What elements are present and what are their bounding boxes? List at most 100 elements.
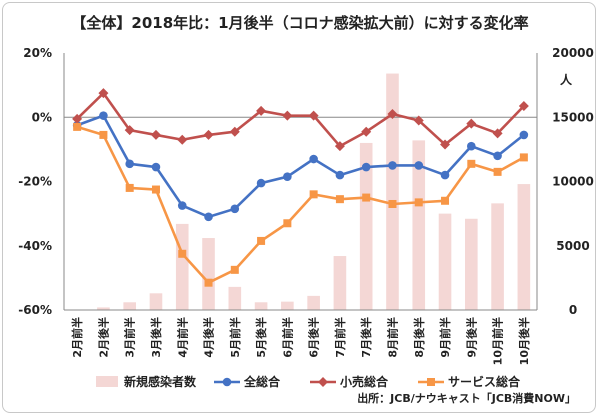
bar-8: [254, 302, 268, 310]
bar-9: [281, 301, 294, 310]
legend-swatch-bar: [96, 376, 118, 387]
series-3-point: [125, 183, 134, 192]
x-tick-label: 2月前半: [70, 317, 84, 358]
y-right-tick-label: 15000: [552, 110, 594, 124]
series-2-point: [98, 88, 109, 99]
y-axis-right-label: 人: [560, 72, 573, 87]
series-2-point: [361, 126, 372, 137]
x-tick-label: 2月後半: [96, 317, 110, 358]
bar-6: [202, 238, 215, 310]
x-tick-label: 9月前半: [438, 317, 452, 358]
series-1-point: [414, 161, 424, 170]
x-tick-label: 9月後半: [464, 317, 478, 358]
bar-12: [359, 142, 373, 310]
series-3-point: [335, 195, 344, 204]
series-3-point: [467, 159, 476, 168]
series-3-point: [441, 196, 450, 205]
x-tick-label: 7月後半: [359, 317, 373, 358]
y-right-tick-label: 20000: [552, 46, 594, 60]
legend-label-1: 新規感染者数: [124, 374, 197, 389]
series-1-point: [467, 141, 476, 151]
legend-marker: [318, 377, 328, 387]
bar-13: [386, 73, 399, 310]
bar-17: [491, 203, 504, 310]
bar-11: [333, 256, 347, 310]
legend: 新規感染者数 全総合 小売総合 サービス総合: [96, 374, 521, 389]
series-3-point: [362, 193, 371, 202]
series-3-point: [493, 167, 502, 176]
series-1-point: [177, 201, 187, 210]
series-1-point: [493, 151, 502, 161]
series-1-point: [519, 130, 529, 140]
bar-5: [175, 223, 189, 310]
series-1-point: [361, 162, 371, 172]
series-1-point: [388, 161, 397, 170]
series-2-point: [413, 115, 424, 126]
series-2-point: [256, 105, 267, 116]
x-tick-label: 5月後半: [254, 317, 268, 358]
series-3-point: [204, 278, 213, 287]
x-tick-label: 10月後半: [517, 317, 531, 365]
series-line-1: [76, 114, 525, 219]
bar-18: [517, 184, 531, 310]
y-left-tick-label: -60%: [18, 303, 52, 317]
series-2-point: [72, 113, 83, 124]
legend-label-3: 小売総合: [340, 374, 389, 389]
series-3-point: [414, 198, 423, 207]
legend-marker: [427, 378, 435, 386]
bar-2: [97, 307, 110, 310]
bar-14: [412, 140, 426, 310]
bar-10: [307, 295, 320, 310]
legend-label-2: 全総合: [243, 374, 281, 389]
y-right-tick-label: 0: [569, 303, 577, 317]
series-3-point: [73, 122, 82, 131]
series-1-point: [125, 159, 134, 169]
series-2-point: [466, 118, 477, 129]
series-1-point: [283, 172, 292, 181]
x-tick-label: 6月前半: [280, 317, 294, 358]
y-left-tick-label: 20%: [23, 46, 52, 60]
series-1-point: [309, 154, 318, 164]
x-tick-label: 10月前半: [491, 317, 505, 365]
series-3-point: [151, 185, 160, 194]
series-3-point: [519, 153, 528, 162]
bar-15: [438, 213, 452, 310]
series-2-point: [177, 134, 188, 145]
y-right-tick-label: 5000: [556, 239, 589, 253]
series-3-point: [99, 130, 108, 139]
x-tick-label: 4月前半: [175, 317, 189, 358]
series-1-point: [440, 170, 450, 180]
series-1-point: [151, 162, 161, 172]
series-2-point: [124, 125, 135, 136]
legend-marker: [222, 377, 232, 387]
axes: [63, 53, 538, 311]
y-axis-right-ticks: 20000 15000 10000 5000 0: [552, 46, 594, 317]
x-tick-label: 7月前半: [333, 317, 347, 358]
series-1-point: [335, 170, 345, 180]
line-series: [72, 88, 529, 287]
x-tick-label: 3月後半: [149, 317, 163, 358]
series-2-point: [518, 101, 529, 112]
series-2-point: [387, 109, 398, 120]
bar-4: [149, 293, 163, 310]
bar-7: [228, 286, 242, 310]
series-2-point: [440, 139, 451, 150]
bar-16: [464, 218, 478, 310]
series-1-point: [204, 212, 213, 222]
x-axis-ticks: 2月前半 2月後半 3月前半 3月後半 4月前半 4月後半 5月前半 5月後半 6月前半 6月後半…: [70, 317, 531, 365]
x-tick-label: 6月後半: [307, 317, 321, 358]
series-2-point: [282, 110, 293, 121]
series-1-point: [256, 178, 266, 188]
series-3-point: [257, 236, 266, 245]
y-left-tick-label: -20%: [18, 175, 52, 189]
series-1-point: [99, 111, 108, 120]
series-1-point: [230, 204, 240, 214]
series-2-point: [492, 128, 503, 139]
x-tick-label: 8月前半: [385, 317, 399, 358]
series-2-point: [203, 129, 214, 140]
series-2-point: [150, 129, 161, 140]
series-line-2: [76, 91, 525, 148]
series-line-3: [76, 125, 525, 284]
series-3-point: [309, 190, 318, 199]
